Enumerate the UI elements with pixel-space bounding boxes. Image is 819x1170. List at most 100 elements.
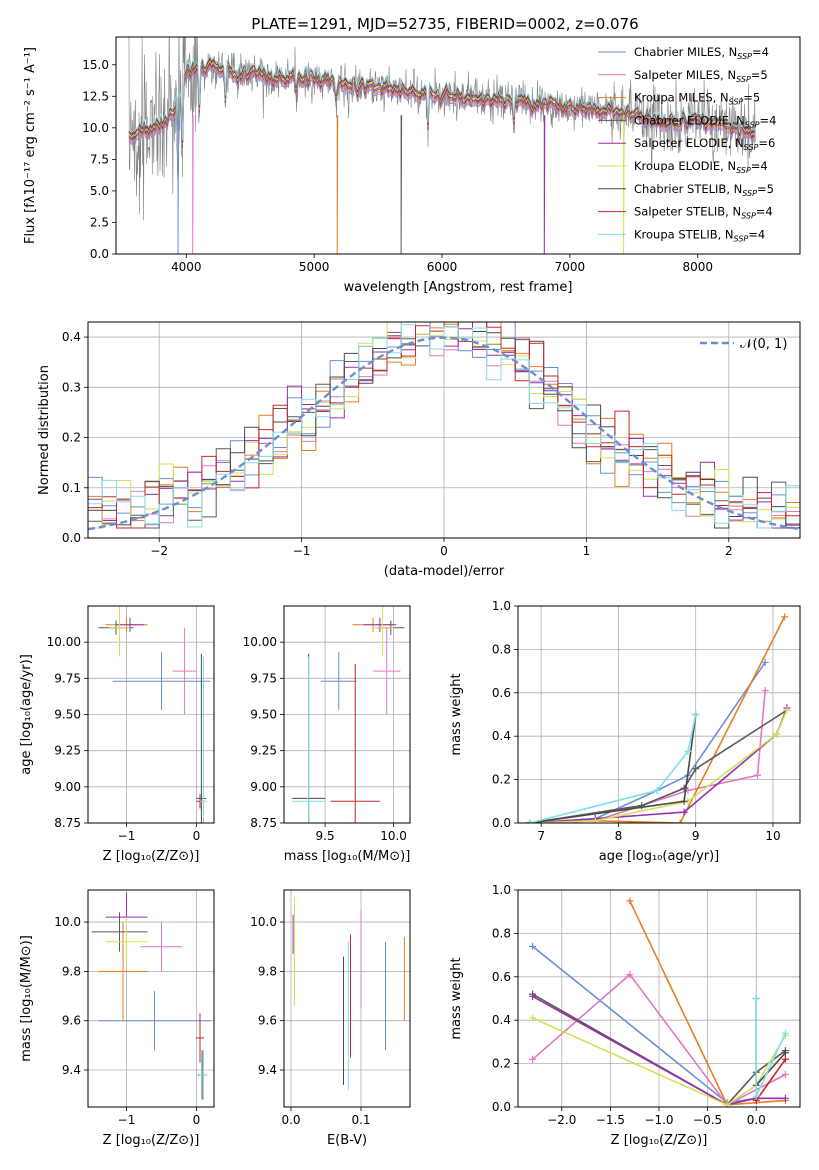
x-axis-label: (data-model)/error (384, 564, 505, 579)
legend-label: Chabrier STELIB, N (634, 182, 742, 196)
y-tick-label: 15.0 (82, 58, 109, 72)
plus-marker (680, 808, 688, 816)
y-tick-label: 0.8 (492, 642, 511, 656)
legend-subscript: SSP (744, 143, 759, 152)
legend-entry: Salpeter STELIB, NSSP=4 (634, 205, 773, 221)
errorbar-point (98, 991, 211, 1051)
errorbar-point (199, 1050, 208, 1100)
errorbar-point (116, 617, 144, 633)
figure-title: PLATE=1291, MJD=52735, FIBERID=0002, z=0… (251, 15, 638, 33)
weight-series-line (755, 1058, 787, 1101)
legend-label: Chabrier ELODIE, N (634, 113, 745, 127)
x-tick-label: −1 (293, 544, 311, 558)
legend-subscript: SSP (734, 234, 749, 243)
legend-label: Salpeter STELIB, N (634, 205, 741, 219)
panel-z_vs_weight: −2.0 −1.5 −1.0 −0.5 0.0 0.0 0.2 0.4 0.6 0.8 1.0 Z [… (449, 883, 801, 1148)
y-tick-label: 1.0 (492, 883, 511, 897)
errorbar-point (200, 656, 207, 823)
plus-marker (529, 992, 537, 1000)
y-tick-label: 10.0 (54, 915, 81, 929)
axes-frame (517, 605, 801, 824)
legend-value: =4 (752, 45, 769, 59)
legend-value: =4 (748, 227, 765, 241)
x-tick-label: −2.0 (547, 1113, 576, 1127)
model-drop-line (543, 115, 546, 254)
axes-frame (87, 321, 801, 539)
x-axis-label: Z [log₁₀(Z/Z⊙)] (611, 1133, 708, 1148)
weight-series-line (532, 995, 786, 1106)
plot-area (88, 890, 214, 1107)
errorbar-point (98, 922, 148, 1021)
plot-content (98, 606, 211, 823)
plus-marker (752, 1092, 760, 1100)
y-tick-label: 0.4 (62, 330, 81, 344)
plus-marker (684, 747, 692, 755)
x-axis-label: wavelength [Angstrom, rest frame] (344, 280, 573, 295)
histogram-step (88, 322, 800, 529)
errorbar-point (371, 606, 394, 657)
plus-marker (692, 711, 700, 718)
axes-frame (87, 889, 215, 1108)
y-axis-label: Normed distribution (37, 365, 52, 495)
model-spectrum-line (128, 61, 755, 177)
panel-spectrum: 4000 5000 6000 7000 8000 0.0 2.5 5.0 7.5 10.0 12.5… (23, 36, 801, 295)
y-tick-label: 9.4 (62, 1063, 81, 1077)
plot-content (128, 37, 756, 254)
plus-marker (653, 786, 661, 794)
legend-value: =4 (756, 205, 773, 219)
legend-label: Kroupa ELODIE, N (634, 159, 736, 173)
legend: 𝒩(0, 1) (700, 337, 787, 352)
x-tick-label: −1.0 (644, 1113, 673, 1127)
weight-series-line (529, 714, 697, 823)
legend-value: =6 (758, 136, 775, 150)
y-tick-label: 9.8 (258, 964, 277, 978)
y-tick-label: 0.0 (62, 531, 81, 545)
plus-marker (526, 819, 534, 823)
y-tick-label: 0.0 (90, 247, 109, 261)
y-tick-label: 2.5 (90, 215, 109, 229)
plus-marker (783, 706, 791, 714)
plot-content (91, 892, 211, 1100)
y-tick-label: 9.25 (54, 744, 81, 758)
y-tick-label: 0.2 (62, 431, 81, 445)
panel-z_vs_mass: −1 0 9.4 9.6 9.8 10.0 Z [log₁₀(Z/Z⊙)] mass [log… (19, 889, 215, 1148)
plus-marker (680, 797, 688, 805)
legend-subscript: SSP (745, 120, 760, 129)
x-tick-label: 8 (615, 829, 623, 843)
model-spectrum-line (128, 65, 755, 181)
y-tick-label: 9.00 (54, 780, 81, 794)
x-tick-label: −2 (150, 544, 168, 558)
y-tick-label: 0.3 (62, 380, 81, 394)
x-tick-label: 0 (193, 1113, 201, 1127)
plot-content (292, 606, 405, 823)
legend-value: =5 (757, 182, 774, 196)
panel-age_vs_weight: 7 8 9 10 0.0 0.2 0.4 0.6 0.8 1.0 age [log₁₀(age/yr… (449, 599, 801, 864)
y-tick-label: 0.2 (492, 773, 511, 787)
plus-marker (754, 771, 762, 779)
x-axis-label: Z [log₁₀(Z/Z⊙)] (103, 849, 200, 864)
legend-entry: Chabrier ELODIE, NSSP=4 (634, 113, 776, 129)
plus-marker (626, 897, 634, 905)
errorbar-point (196, 653, 207, 823)
y-tick-label: 1.0 (492, 599, 511, 613)
errorbar-point (330, 663, 380, 823)
plus-marker (761, 687, 769, 695)
plus-marker (529, 1014, 537, 1022)
y-tick-label: 9.6 (258, 1014, 277, 1028)
legend-subscript: SSP (737, 52, 752, 61)
y-tick-label: 9.50 (250, 708, 277, 722)
x-tick-label: 0 (193, 829, 201, 843)
x-tick-label: 4000 (171, 260, 202, 274)
legend-label: Chabrier MILES, N (634, 45, 737, 59)
y-axis-label: mass [log₁₀(M/M⊙)] (19, 935, 34, 1062)
y-tick-label: 8.75 (250, 816, 277, 830)
legend-subscript: SSP (741, 212, 756, 221)
x-tick-label: 9 (692, 829, 700, 843)
y-axis-label: mass weight (449, 957, 464, 1039)
axes-frame (283, 889, 411, 1108)
errorbar-point (105, 917, 148, 967)
plus-marker (723, 1101, 731, 1107)
legend-entry: Salpeter ELODIE, NSSP=6 (634, 136, 775, 152)
model-spectrum-line (128, 55, 755, 171)
